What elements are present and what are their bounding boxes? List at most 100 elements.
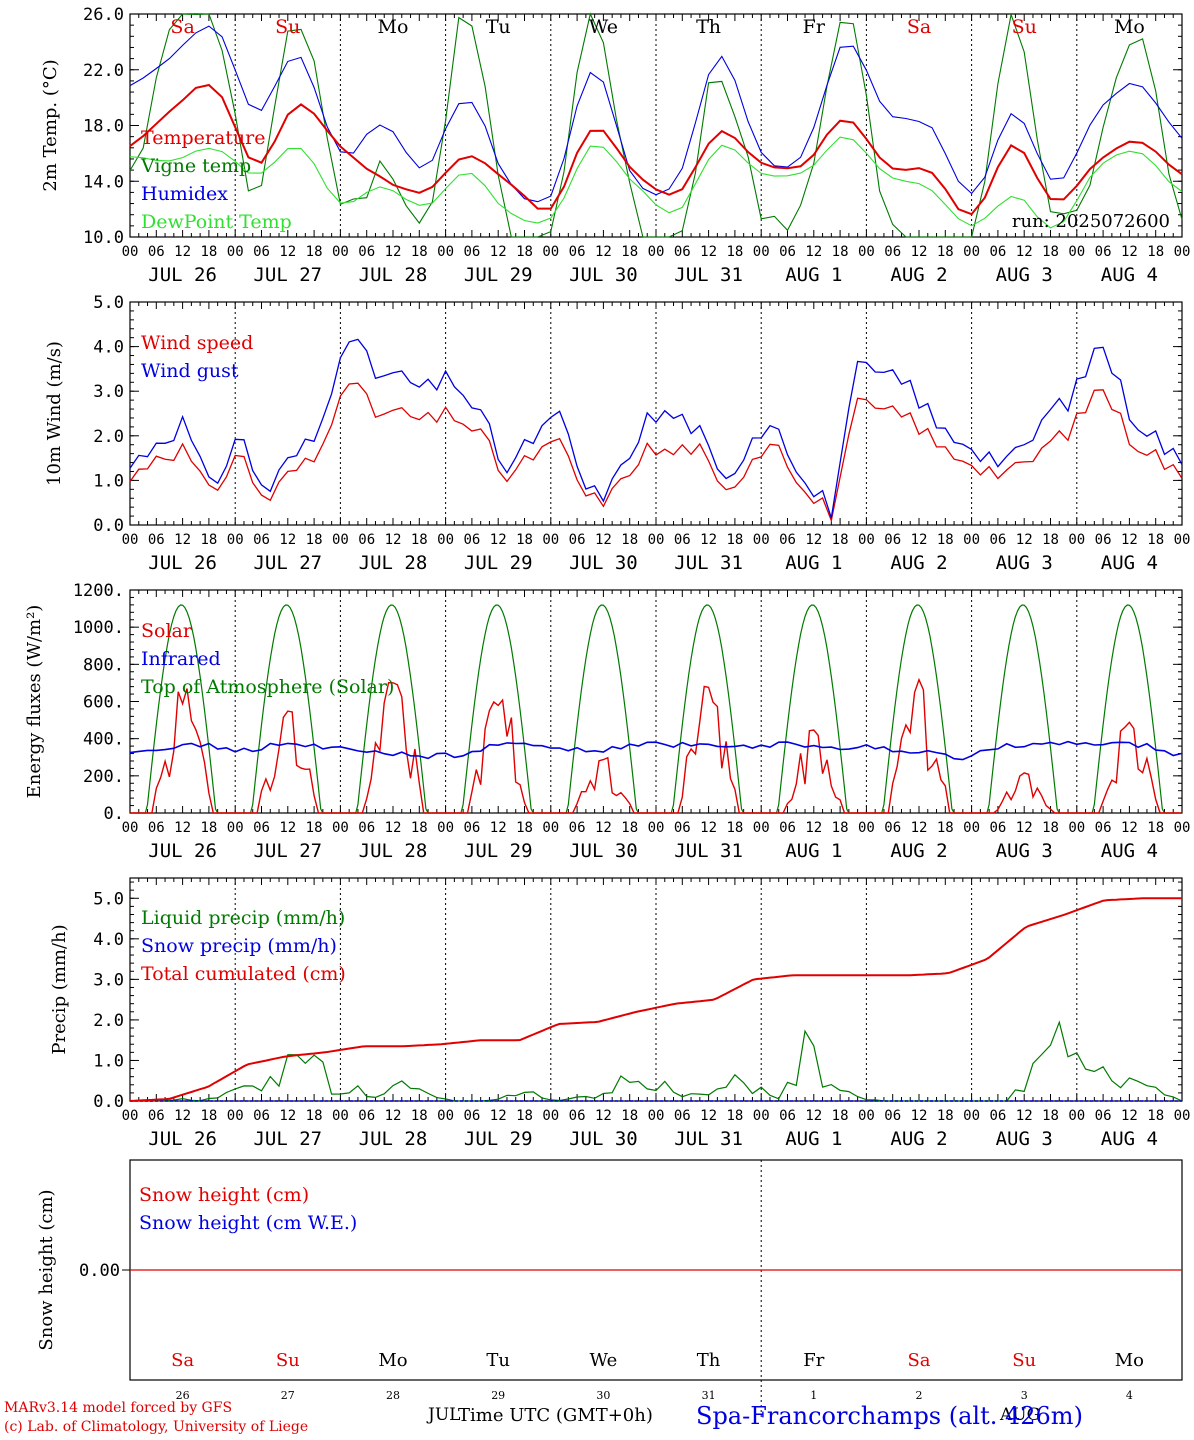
day-name-label: Sa [907, 1350, 930, 1371]
panel-precip: 0.0 1.0 2.0 3.0 4.0 5.0 Precip (mm/h) Liquid pr… [49, 877, 1190, 1150]
y-tick-label: 4.0 [93, 338, 124, 358]
date-label: AUG 4 [1101, 1128, 1158, 1150]
hour-tick-label: 00 [648, 244, 665, 260]
hour-tick-label: 12 [279, 1108, 296, 1124]
hour-tick-label: 00 [963, 1108, 980, 1124]
date-label: JUL 27 [253, 840, 322, 862]
hour-tick-label: 06 [569, 244, 586, 260]
hour-tick-label: 12 [385, 820, 402, 836]
hour-tick-label: 00 [332, 820, 349, 836]
day-name-label: Tu [486, 16, 511, 38]
month-left-label: JUL [428, 1405, 461, 1425]
hour-tick-label: 06 [674, 532, 691, 548]
hour-tick-label: 00 [753, 244, 770, 260]
legend-snow-precip-mm-h: Snow precip (mm/h) [141, 935, 337, 957]
hour-tick-label: 18 [306, 532, 323, 548]
day-name-label: We [589, 16, 618, 38]
hour-tick-label: 18 [306, 820, 323, 836]
hour-tick-label: 06 [989, 244, 1006, 260]
hour-tick-label: 00 [1068, 820, 1085, 836]
y-tick-label: 14.0 [83, 172, 124, 192]
series-line-wind-speed [129, 382, 1183, 523]
hour-tick-label: 06 [1095, 532, 1112, 548]
day-name-label: Fr [803, 1350, 824, 1371]
hour-tick-label: 00 [1068, 244, 1085, 260]
date-label: JUL 30 [569, 552, 638, 574]
date-label: JUL 28 [359, 264, 428, 286]
hour-tick-label: 18 [1042, 244, 1059, 260]
legend-snow-height-cm-w-e: Snow height (cm W.E.) [139, 1212, 357, 1234]
series-line-total-cumulated [129, 897, 1182, 1102]
hour-tick-label: 18 [516, 1108, 533, 1124]
hour-tick-label: 00 [1174, 820, 1191, 836]
hour-tick-label: 18 [411, 244, 428, 260]
date-label: JUL 27 [253, 552, 322, 574]
hour-tick-label: 06 [569, 1108, 586, 1124]
legend-temperature: Temperature [141, 127, 265, 149]
y-tick-label: 3.0 [93, 382, 124, 402]
day-number-label: 3 [1021, 1389, 1028, 1402]
hour-tick-label: 12 [595, 244, 612, 260]
date-label: JUL 31 [674, 264, 743, 286]
day-number-label: 27 [281, 1389, 295, 1402]
hour-tick-label: 12 [1016, 532, 1033, 548]
hour-tick-label: 12 [385, 244, 402, 260]
hour-tick-label: 18 [726, 244, 743, 260]
hour-tick-label: 12 [911, 1108, 928, 1124]
series-line-temperature [129, 83, 1183, 216]
day-name-label: Su [276, 1350, 300, 1371]
hour-tick-label: 18 [832, 1108, 849, 1124]
hour-tick-label: 18 [832, 244, 849, 260]
hour-tick-label: 12 [805, 244, 822, 260]
day-name-label: Su [1012, 16, 1037, 38]
date-label: JUL 30 [569, 840, 638, 862]
date-label: AUG 3 [996, 840, 1053, 862]
date-label: AUG 3 [996, 552, 1053, 574]
hour-tick-label: 00 [963, 820, 980, 836]
station-label: Spa-Francorchamps (alt. 426m) [696, 1402, 1083, 1430]
hour-tick-label: 12 [174, 1108, 191, 1124]
series-line-vigne-temp [129, 12, 1183, 238]
hour-tick-label: 06 [884, 820, 901, 836]
hour-tick-label: 12 [1121, 532, 1138, 548]
date-label: AUG 2 [890, 552, 947, 574]
day-name-label: Sa [171, 1350, 194, 1371]
day-name-label: Sa [170, 16, 194, 38]
legend-wind-gust: Wind gust [141, 360, 239, 382]
hour-tick-label: 00 [332, 1108, 349, 1124]
hour-tick-label: 18 [621, 532, 638, 548]
date-label: JUL 29 [464, 1128, 533, 1150]
footer-model-line: MARv3.14 model forced by GFS [4, 1400, 233, 1416]
y-tick-label: 5.0 [93, 293, 124, 313]
y-tick-label: 1.0 [93, 1051, 124, 1071]
series-line-wind-gust [129, 338, 1183, 519]
hour-tick-label: 12 [595, 1108, 612, 1124]
hour-tick-label: 18 [516, 820, 533, 836]
series-line-dewpoint-temp [129, 136, 1183, 229]
hour-tick-label: 00 [332, 244, 349, 260]
y-tick-label: 1.0 [93, 471, 124, 491]
hour-tick-label: 12 [700, 244, 717, 260]
hour-tick-label: 06 [358, 1108, 375, 1124]
date-label: JUL 28 [359, 1128, 428, 1150]
hour-tick-label: 12 [1016, 244, 1033, 260]
hour-tick-label: 00 [858, 820, 875, 836]
hour-tick-label: 00 [542, 820, 559, 836]
hour-tick-label: 18 [1147, 244, 1164, 260]
day-name-label: Mo [378, 1350, 407, 1371]
y-tick-label: 18.0 [83, 117, 124, 137]
y-tick-label: 2.0 [93, 1011, 124, 1031]
hour-tick-label: 12 [1016, 1108, 1033, 1124]
y-tick-label: 3.0 [93, 970, 124, 990]
hour-tick-label: 00 [648, 532, 665, 548]
y-tick-label: 5.0 [93, 889, 124, 909]
hour-tick-label: 12 [595, 820, 612, 836]
hour-tick-label: 18 [306, 1108, 323, 1124]
hour-tick-label: 06 [779, 820, 796, 836]
hour-tick-label: 00 [122, 1108, 139, 1124]
hour-tick-label: 06 [463, 532, 480, 548]
hour-tick-label: 06 [463, 820, 480, 836]
legend-dewpoint-temp: DewPoint Temp [141, 211, 292, 233]
hour-tick-label: 18 [832, 532, 849, 548]
hour-tick-label: 12 [1121, 820, 1138, 836]
